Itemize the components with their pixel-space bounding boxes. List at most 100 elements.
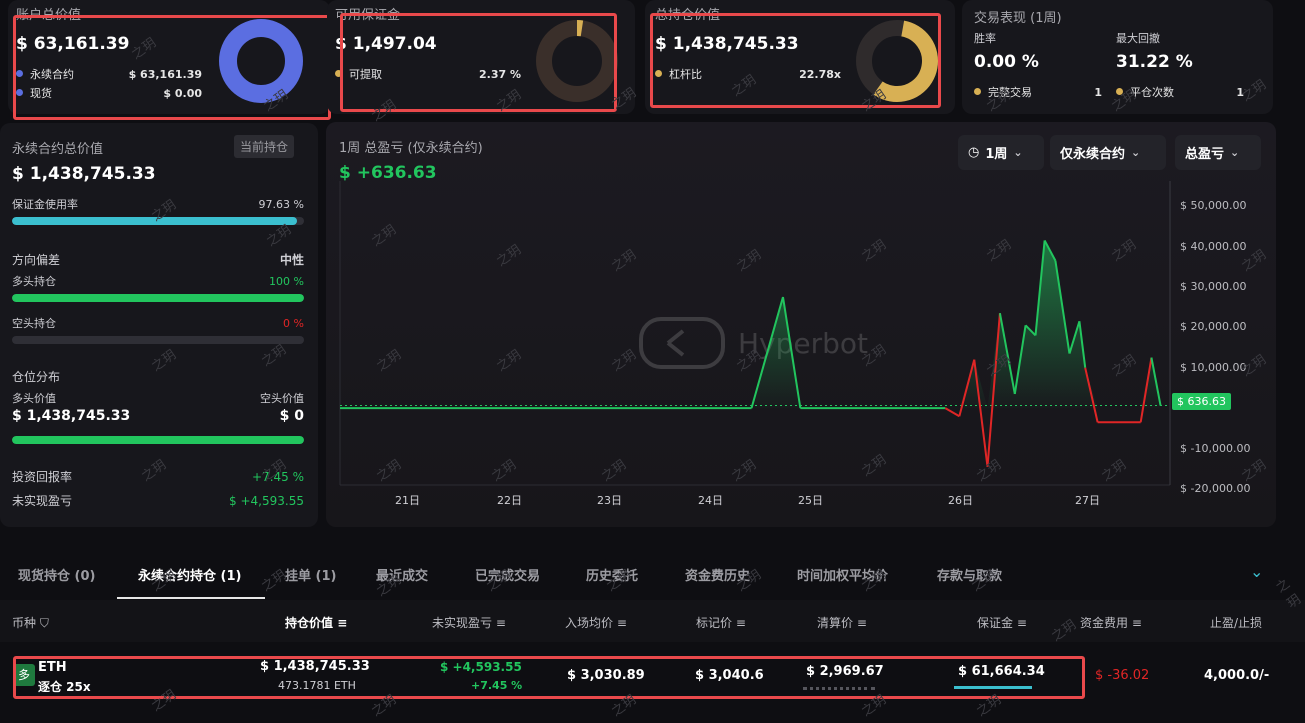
col-entry[interactable]: 入场均价 ≡ xyxy=(565,614,627,631)
highlight-row xyxy=(13,656,1085,699)
margin-usage: 保证金使用率 97.63 % xyxy=(12,196,304,212)
sort-icon: ≡ xyxy=(856,616,867,630)
x-tick-label: 23日 xyxy=(597,494,622,507)
win-rate-value: 0.00 % xyxy=(974,52,1039,72)
margin-card: 可用保证金 $ 1,497.04 可提取 2.37 % xyxy=(327,0,635,114)
account-value: $ 63,161.39 xyxy=(16,34,130,54)
margin-value: $ 1,497.04 xyxy=(335,34,437,54)
tab-7[interactable]: 时间加权平均价 xyxy=(797,569,889,584)
position-value: $ 1,438,745.33 xyxy=(260,659,370,674)
short-holding: 空头持仓 0 % xyxy=(12,315,304,331)
col-mark[interactable]: 标记价 ≡ xyxy=(696,614,746,631)
x-tick-label: 25日 xyxy=(798,494,823,507)
roi: 投资回报率 +7.45 % xyxy=(12,468,304,485)
margin-donut xyxy=(536,20,618,102)
scope-dropdown[interactable]: 仅永续合约 ⌄ xyxy=(1050,135,1166,170)
long-holding: 多头持仓 100 % xyxy=(12,273,304,289)
y-tick-label: $ 50,000.00 xyxy=(1180,199,1247,213)
col-liq-label: 清算价 xyxy=(817,616,854,630)
period-label: 1周 xyxy=(985,147,1008,162)
current-value-tag: $ 636.63 xyxy=(1172,393,1231,410)
coin[interactable]: ETH xyxy=(38,660,67,675)
bias: 方向偏差 中性 xyxy=(12,251,304,268)
current-position-badge[interactable]: 当前持仓 xyxy=(234,135,295,158)
col-funding[interactable]: 资金费用 ≡ xyxy=(1080,614,1142,631)
filter-icon[interactable]: ⛉ xyxy=(39,616,49,630)
tab-1[interactable]: 永续合约持仓 (1) xyxy=(138,569,242,584)
y-tick-label: $ 30,000.00 xyxy=(1180,279,1247,293)
x-tick-label: 22日 xyxy=(497,494,522,507)
period-dropdown[interactable]: ◷ 1周 ⌄ xyxy=(958,135,1044,170)
chevron-down-icon: ⌄ xyxy=(1131,146,1141,159)
highlight-position xyxy=(650,13,941,108)
legend-perp: 永续合约 $ 63,161.39 xyxy=(16,66,202,82)
col-tpsl[interactable]: 止盈/止损 xyxy=(1210,614,1262,631)
col-mark-label: 标记价 xyxy=(696,616,733,630)
chart-pnl: $ +636.63 xyxy=(339,163,437,183)
liq-dots xyxy=(803,687,875,690)
legend-withdrawable: 可提取 2.37 % xyxy=(335,66,521,82)
legend-perp-label: 永续合约 xyxy=(30,68,74,81)
margin-amount[interactable]: $ 61,664.34 xyxy=(958,664,1045,679)
drawdown-label: 最大回撤 xyxy=(1116,32,1160,45)
tab-2[interactable]: 挂单 (1) xyxy=(285,569,337,584)
legend-leverage: 杠杆比 22.78x xyxy=(655,66,841,82)
tab-0[interactable]: 现货持仓 (0) xyxy=(18,569,96,584)
withdrawable-label: 可提取 xyxy=(349,68,382,81)
x-tick-label: 24日 xyxy=(698,494,723,507)
chevron-down-icon: ⌄ xyxy=(1230,146,1240,159)
performance-title: 交易表现 (1周) xyxy=(974,11,1062,26)
y-tick-label: $ -20,000.00 xyxy=(1180,481,1251,495)
tab-4[interactable]: 已完成交易 xyxy=(475,569,541,584)
col-value[interactable]: 持仓价值 ≡ xyxy=(285,614,347,631)
collapse-chevron-icon[interactable]: ⌄ xyxy=(1250,562,1264,581)
short-bar xyxy=(12,336,304,344)
long-pct: 100 % xyxy=(269,274,304,288)
tab-8[interactable]: 存款与取款 xyxy=(937,569,1003,584)
completed-trades: 完整交易 1 xyxy=(974,84,1102,100)
distribution-bar xyxy=(12,436,304,444)
dist-label: 仓位分布 xyxy=(12,370,61,384)
col-liq[interactable]: 清算价 ≡ xyxy=(817,614,867,631)
tab-6[interactable]: 资金费历史 xyxy=(685,569,751,584)
short-value-label: 空头价值 xyxy=(260,392,304,405)
highlight-margin xyxy=(340,13,617,112)
sort-icon: ≡ xyxy=(495,616,506,630)
table-header-bar xyxy=(0,600,1305,642)
tab-5[interactable]: 历史委托 xyxy=(586,569,639,584)
sort-icon: ≡ xyxy=(1131,616,1142,630)
tp-sl[interactable]: 4,000.0/- xyxy=(1204,668,1270,683)
margin-usage-value: 97.63 % xyxy=(258,197,304,211)
withdrawable-value: 2.37 % xyxy=(479,67,521,81)
long-bar xyxy=(12,294,304,302)
legend-perp-value: $ 63,161.39 xyxy=(128,67,202,81)
margin-usage-label: 保证金使用率 xyxy=(12,198,78,211)
position-size: 473.1781 ETH xyxy=(278,679,356,692)
current-value: $ 636.63 xyxy=(1177,395,1226,408)
position-value: $ 1,438,745.33 xyxy=(655,34,799,54)
col-upnl[interactable]: 未实现盈亏 ≡ xyxy=(432,614,506,631)
close-value: 1 xyxy=(1236,85,1244,99)
upnl-pct: +7.45 % xyxy=(471,679,523,692)
short-pct: 0 % xyxy=(283,316,304,330)
highlight-account xyxy=(13,15,331,120)
margin-underline xyxy=(954,686,1032,689)
tab-active-underline xyxy=(117,597,265,599)
y-tick-label: $ 40,000.00 xyxy=(1180,239,1247,253)
sort-icon: ≡ xyxy=(337,616,348,630)
metric-label: 总盈亏 xyxy=(1185,147,1225,162)
value-labels: 多头价值 空头价值 xyxy=(12,390,304,406)
perp-title: 永续合约总价值 xyxy=(12,142,104,157)
col-margin[interactable]: 保证金 ≡ xyxy=(977,614,1027,631)
win-rate-label: 胜率 xyxy=(974,32,996,45)
col-tpsl-label: 止盈/止损 xyxy=(1210,616,1263,630)
tab-3[interactable]: 最近成交 xyxy=(376,569,429,584)
entry-price: $ 3,030.89 xyxy=(567,668,645,683)
roi-value: +7.45 % xyxy=(252,469,304,484)
col-value-label: 持仓价值 xyxy=(285,616,334,630)
x-tick-label: 21日 xyxy=(395,494,420,507)
metric-dropdown[interactable]: 总盈亏 ⌄ xyxy=(1175,135,1261,170)
col-coin[interactable]: 币种 ⛉ xyxy=(12,614,49,631)
col-coin-label: 币种 xyxy=(12,616,37,630)
roi-label: 投资回报率 xyxy=(12,470,73,484)
